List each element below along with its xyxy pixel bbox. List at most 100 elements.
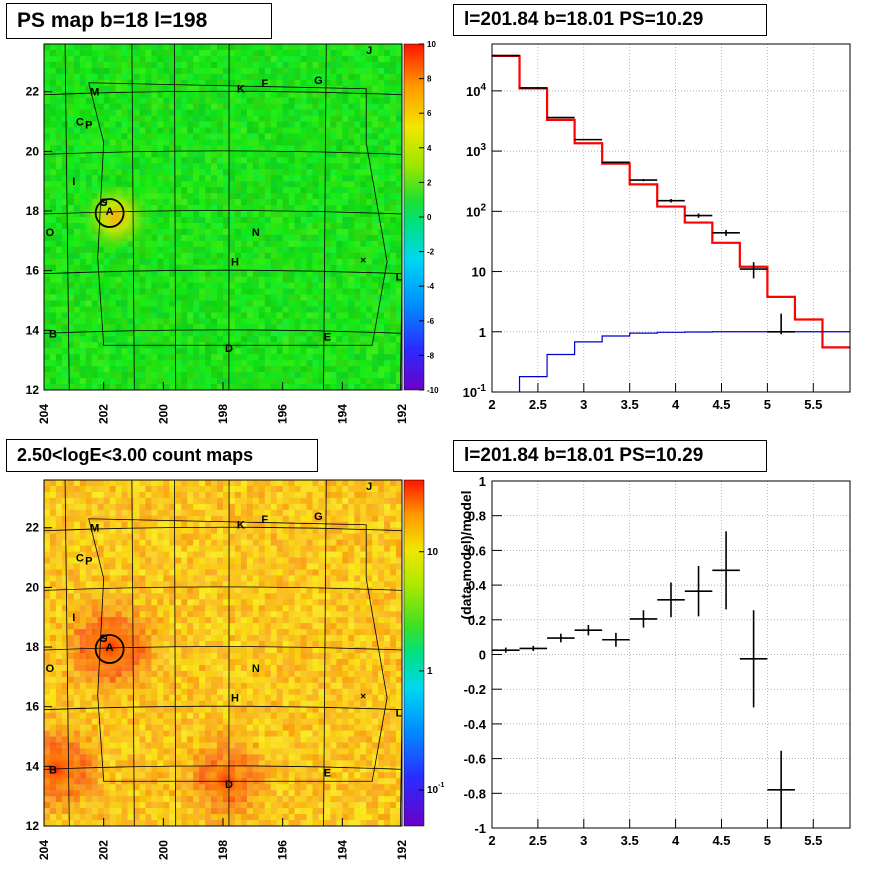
data-point — [602, 161, 630, 164]
x-tick-label-2: 2 — [488, 833, 495, 848]
x-tick-label-200: 200 — [156, 404, 170, 424]
y-tick-label--0.8: -0.8 — [464, 786, 486, 801]
x-tick-label-4: 4 — [672, 397, 680, 412]
source-label-L: L — [396, 708, 403, 720]
y-tick-label: 10-1 — [463, 383, 487, 400]
x-tick-label-3: 3 — [580, 833, 587, 848]
source-label-P: P — [85, 120, 92, 132]
residual-point — [492, 647, 520, 653]
x-tick-label-2: 2 — [488, 397, 495, 412]
source-label-L: L — [396, 272, 403, 284]
x-tick-label-4.5: 4.5 — [712, 833, 730, 848]
spectrum-panel: 2 2.5 3 3.5 4 4.5 5 5.5 10-1 1 10 102 103 104 — [463, 43, 851, 412]
x-tick-label-196: 196 — [276, 404, 290, 424]
hotspot-B — [44, 742, 83, 797]
x-tick-label-4: 4 — [672, 833, 680, 848]
residual-point — [712, 531, 740, 610]
colorbar — [403, 479, 425, 827]
count-map-panel: J G F K M C P I SA O N H L B E D × 204 202 200 198 196 194 192 1… — [26, 479, 444, 860]
x-tick-label-3.5: 3.5 — [621, 397, 639, 412]
source-label-A: A — [106, 642, 114, 654]
graticule — [44, 480, 402, 826]
data-point — [739, 262, 768, 279]
source-marker-S — [100, 198, 108, 206]
x-tick-label-198: 198 — [216, 404, 230, 424]
source-label-D: D — [225, 779, 233, 791]
colorbar-label: -4 — [427, 282, 435, 291]
y-tick-label: 104 — [466, 82, 486, 99]
source-label-M: M — [90, 523, 99, 535]
y-tick-label-0: 0 — [479, 648, 486, 663]
x-tick-label-5.5: 5.5 — [804, 397, 822, 412]
longitude-line — [399, 246, 402, 390]
model-total-line — [492, 54, 850, 349]
data-point — [767, 313, 795, 335]
y-tick-label-0.8: 0.8 — [468, 509, 486, 524]
source-label-F: F — [261, 78, 268, 90]
y-tick-label--0.2: -0.2 — [464, 682, 486, 697]
x-tick-label-200: 200 — [156, 840, 170, 860]
latitude-line — [44, 269, 402, 275]
x-tick-label-4.5: 4.5 — [712, 397, 730, 412]
x-tick-label-5.5: 5.5 — [804, 833, 822, 848]
y-tick-label-12: 12 — [26, 383, 40, 397]
data-point — [684, 213, 713, 218]
residual-point — [547, 633, 575, 643]
residual-point — [739, 610, 768, 708]
source-label-I: I — [72, 612, 75, 624]
y-tick-label-18: 18 — [26, 204, 40, 218]
source-circle-A — [94, 634, 125, 664]
graticule — [44, 44, 402, 390]
plot-frame — [491, 43, 851, 393]
source-label-S: S — [100, 197, 107, 209]
longitude-line — [399, 682, 402, 826]
colorbar-label: -2 — [427, 248, 435, 257]
spectrum-title: l=201.84 b=18.01 PS=10.29 — [453, 4, 767, 36]
x-tick-label-198: 198 — [216, 840, 230, 860]
cross-marker: × — [360, 691, 366, 702]
ps-excess-glow — [81, 183, 150, 252]
map-pixels — [44, 480, 402, 826]
count-map-title: 2.50<logE<3.00 count maps — [6, 439, 318, 472]
source-label-N: N — [252, 663, 260, 675]
residual-title: l=201.84 b=18.01 PS=10.29 — [453, 440, 767, 472]
source-label-E: E — [324, 331, 331, 343]
source-label-K: K — [237, 84, 245, 96]
source-label-O: O — [46, 663, 55, 675]
x-tick-label-2.5: 2.5 — [529, 833, 547, 848]
latitude-line — [44, 210, 402, 215]
x-tick-label-2.5: 2.5 — [529, 397, 547, 412]
map-pixels — [44, 44, 402, 390]
residual-point — [629, 610, 658, 628]
y-tick-label-1: 1 — [479, 474, 486, 489]
x-tick-label-194: 194 — [335, 840, 349, 860]
colorbar-label: -10 — [427, 386, 439, 395]
colorbar-label: 1 — [427, 666, 433, 677]
x-tick-label-202: 202 — [97, 404, 111, 424]
source-label-H: H — [231, 257, 239, 269]
roi-boundary — [88, 82, 388, 346]
source-label-P: P — [85, 556, 92, 568]
x-tick-label-204: 204 — [37, 404, 51, 424]
data-point — [547, 116, 575, 119]
y-tick-label-22: 22 — [26, 521, 40, 535]
x-tick-label-192: 192 — [395, 404, 409, 424]
cross-marker: × — [360, 255, 366, 266]
data-point — [712, 229, 740, 236]
source-label-J: J — [366, 481, 372, 493]
latitude-line — [44, 705, 402, 711]
x-tick-label-192: 192 — [395, 840, 409, 860]
y-tick-label-18: 18 — [26, 640, 40, 654]
latitude-line — [44, 765, 402, 770]
residual-point — [574, 625, 603, 636]
source-label-I: I — [72, 176, 75, 188]
x-tick-label-3: 3 — [580, 397, 587, 412]
source-label-B: B — [49, 328, 57, 340]
source-label-F: F — [261, 514, 268, 526]
residual-point — [602, 632, 630, 647]
residual-point — [657, 582, 685, 618]
colorbar-label: -6 — [427, 317, 435, 326]
source-marker-S — [100, 634, 108, 642]
